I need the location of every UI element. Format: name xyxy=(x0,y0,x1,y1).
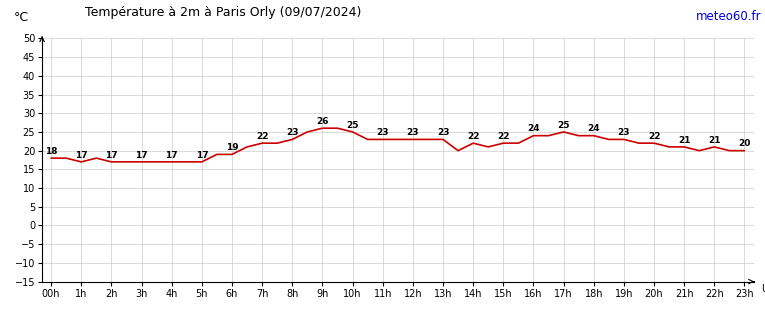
Text: 22: 22 xyxy=(497,132,509,141)
Text: 22: 22 xyxy=(467,132,480,141)
Text: 23: 23 xyxy=(617,128,630,137)
Text: 18: 18 xyxy=(45,147,57,156)
Text: 17: 17 xyxy=(105,151,118,160)
Text: °C: °C xyxy=(14,11,29,24)
Text: 23: 23 xyxy=(376,128,389,137)
Text: 23: 23 xyxy=(407,128,419,137)
Text: Température à 2m à Paris Orly (09/07/2024): Température à 2m à Paris Orly (09/07/202… xyxy=(85,6,361,19)
Text: 17: 17 xyxy=(196,151,208,160)
Text: 21: 21 xyxy=(708,136,721,145)
Text: 21: 21 xyxy=(678,136,691,145)
Text: UTC: UTC xyxy=(760,284,765,294)
Text: 20: 20 xyxy=(738,140,750,148)
Text: 22: 22 xyxy=(648,132,660,141)
Text: 26: 26 xyxy=(316,117,329,126)
Text: 22: 22 xyxy=(256,132,269,141)
Text: 17: 17 xyxy=(75,151,87,160)
Text: 17: 17 xyxy=(135,151,148,160)
Text: 24: 24 xyxy=(527,124,540,133)
Text: 19: 19 xyxy=(226,143,239,152)
Text: 24: 24 xyxy=(588,124,600,133)
Text: 23: 23 xyxy=(286,128,298,137)
Text: 17: 17 xyxy=(165,151,178,160)
Text: 25: 25 xyxy=(347,121,359,130)
Text: 23: 23 xyxy=(437,128,449,137)
Text: meteo60.fr: meteo60.fr xyxy=(695,10,761,23)
Text: 25: 25 xyxy=(558,121,570,130)
